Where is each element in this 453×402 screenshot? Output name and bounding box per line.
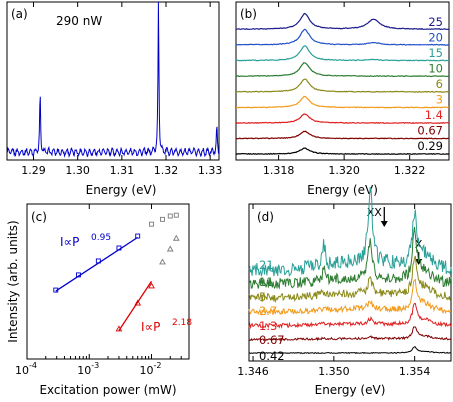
panel-a-x-tick-label: 1.32 <box>154 164 179 177</box>
panel-c-x-tick-label: 10 <box>140 364 154 377</box>
panel-d-series-label: 5 <box>259 290 266 304</box>
panel-d-series-line <box>248 346 452 354</box>
panel-d-arrow-head <box>380 221 388 227</box>
panel-c-data-point <box>134 299 142 306</box>
panel-b-series-line <box>235 147 450 155</box>
panel-a-x-tick-label: 1.30 <box>65 164 90 177</box>
panel-d-series-line <box>249 226 452 290</box>
panel-d-series-line <box>248 278 452 316</box>
panel-d-x-axis-title: Energy (eV) <box>315 383 386 397</box>
panel-c-data-point <box>159 258 166 265</box>
panel-c-fit-label-x: I∝P <box>60 235 79 249</box>
panel-a-frame <box>6 1 220 161</box>
panel-c-x-axis-title: Excitation power (mW) <box>39 383 176 397</box>
panel-c-frame <box>26 203 190 360</box>
panel-b-series-line <box>235 113 450 125</box>
panel-c-fit-line <box>118 280 153 331</box>
panel-d-series-line <box>248 326 452 342</box>
panel-a-x-tick-label: 1.31 <box>110 164 135 177</box>
panel-b-series-line <box>236 95 450 109</box>
panel-c-fit-exponent-xx: 2.18 <box>172 318 192 328</box>
panel-a-x-axis-title: Energy (eV) <box>86 183 157 197</box>
panel-c-data-point <box>167 213 173 219</box>
panel-d-x-tick-label: 1.350 <box>318 365 350 378</box>
panel-d-label: (d) <box>257 210 274 224</box>
panel-b-series-line <box>236 28 450 46</box>
panel-d-series-label: 21 <box>259 258 274 272</box>
panel-b-series-line <box>235 62 450 78</box>
panel-c-x-tick-label: 10 <box>77 364 91 377</box>
panel-c-data-point <box>95 258 101 264</box>
panel-a-label: (a) <box>11 7 28 21</box>
panel-c-data-point <box>173 212 179 218</box>
panel-b-x-tick-label: 1.320 <box>328 164 360 177</box>
panel-b-x-tick-label: 1.318 <box>263 164 295 177</box>
panel-a-spectrum-line <box>6 1 220 158</box>
panel-a-x-tick-label: 1.29 <box>21 164 46 177</box>
panel-b-series-label: 1.4 <box>425 108 443 122</box>
panel-b-series-line <box>236 12 450 31</box>
panel-c-data-point <box>166 245 174 252</box>
panel-d-series-line <box>248 186 452 277</box>
panel-b-series-label: 0.67 <box>417 124 443 138</box>
panel-b-series-line <box>236 78 450 93</box>
panel-d-series-label: 2.7 <box>259 304 277 318</box>
panel-b-label: (b) <box>240 7 257 21</box>
panel-a-x-tick-label: 1.33 <box>198 164 223 177</box>
panel-c-x-tick-exponent: -2 <box>154 361 162 370</box>
panel-c-x-tick-label: 10 <box>15 364 29 377</box>
panel-c-x-tick-exponent: -4 <box>29 361 37 370</box>
panel-b-series-label: 3 <box>436 93 443 107</box>
panel-c-data-point <box>53 287 59 293</box>
panel-c-data-point <box>148 282 155 289</box>
panel-d-x-tick-label: 1.354 <box>399 365 431 378</box>
panel-b: (b) 1.318 1.320 1.322 Energy (eV) 0.290.67 1.4… <box>235 1 450 197</box>
panel-d-annotation: XX <box>367 206 383 219</box>
panel-c-label: (c) <box>31 210 47 224</box>
panel-b-series-label: 10 <box>428 62 443 76</box>
panel-d-series-line <box>248 303 452 330</box>
panel-c-x-tick-exponent: -3 <box>91 361 99 370</box>
panel-c-data-point <box>116 245 122 251</box>
panel-d-series-label: 1.3 <box>259 319 277 333</box>
panel-c-data-point <box>160 216 165 222</box>
panel-b-series-label: 20 <box>428 31 443 45</box>
panel-d-series-label: 0.67 <box>259 333 285 347</box>
panel-b-series-label: 25 <box>428 15 443 29</box>
panel-c-data-point <box>115 325 123 332</box>
panel-c-fit-exponent-x: 0.95 <box>91 233 111 243</box>
panel-d-series-line <box>248 255 452 304</box>
panel-c-fit-line <box>55 236 139 292</box>
panel-b-series-line <box>235 130 449 140</box>
panel-b-series-line <box>235 45 450 62</box>
panel-b-frame <box>235 1 450 161</box>
panel-d-series-label: 11 <box>259 275 274 289</box>
panel-a-power-annotation: 290 nW <box>56 14 102 28</box>
panel-b-series-label: 6 <box>436 77 443 91</box>
panel-b-series-label: 0.29 <box>417 139 443 153</box>
panel-c-y-axis-title: Intensity (arb. units) <box>6 220 20 342</box>
panel-c-fit-label-xx: I∝P <box>141 320 160 334</box>
panel-d-x-tick-label: 1.346 <box>237 365 269 378</box>
panel-b-x-tick-label: 1.322 <box>394 164 426 177</box>
panel-c-data-point <box>149 221 154 227</box>
panel-a: (a) 290 nW 1.29 1.30 1.31 1.32 1.33 Energy (eV)… <box>6 1 223 197</box>
panel-c-data-point <box>75 272 81 278</box>
panel-b-series-label: 15 <box>428 46 443 60</box>
panel-b-x-axis-title: Energy (eV) <box>307 183 378 197</box>
panel-c-data-point <box>172 234 180 241</box>
panel-d-series-label: 0.42 <box>259 349 285 363</box>
panel-c-data-point <box>135 233 141 239</box>
